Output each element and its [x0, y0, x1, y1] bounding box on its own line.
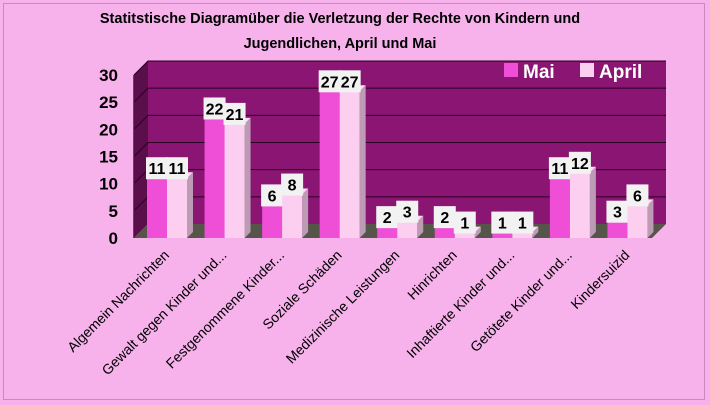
data-label: 11	[551, 161, 568, 178]
data-label-box	[453, 211, 476, 234]
data-label-box	[396, 200, 419, 223]
data-label: 8	[288, 178, 297, 195]
bar	[492, 232, 513, 238]
bar-side	[359, 85, 366, 238]
data-label-box	[491, 211, 514, 234]
data-label: 6	[268, 188, 277, 205]
data-label: 3	[613, 205, 622, 222]
bar	[549, 178, 570, 238]
y-tick-label: 30	[99, 66, 118, 85]
bar-side	[474, 226, 481, 238]
legend-label: April	[599, 62, 642, 83]
data-label-box	[318, 70, 341, 93]
x-tick-label: Kindersuizid	[567, 247, 632, 312]
gridline	[133, 60, 666, 76]
gridline	[133, 87, 666, 103]
data-label: 3	[403, 205, 412, 222]
data-label: 6	[633, 188, 642, 205]
data-label-box	[281, 173, 304, 196]
data-label-box	[166, 157, 188, 180]
data-label: 2	[440, 210, 449, 227]
bar-side	[187, 172, 193, 238]
chart-title-line-1: Statitstische Diagramüber die Verletzung…	[99, 11, 581, 27]
x-tick-label: Inhaftierte Kinder und...	[403, 247, 517, 361]
data-label: 22	[206, 101, 224, 118]
gridline	[133, 142, 666, 157]
data-label-box	[223, 102, 246, 125]
bar-side	[589, 166, 596, 238]
y-tick-label: 20	[99, 120, 118, 139]
x-tick-label: Hinrichten	[404, 247, 460, 303]
bar-side	[244, 117, 251, 238]
chart-title-line-2: Jugendlichen, April und Mai	[243, 36, 437, 52]
bar-side	[647, 199, 654, 238]
x-tick-label: Medizinische Leistungen	[283, 247, 403, 367]
x-tick-label: Festgenommene Kinder...	[163, 247, 288, 372]
bar	[377, 227, 398, 238]
y-tick-label: 15	[99, 148, 118, 167]
bar	[224, 123, 245, 238]
data-label-box	[261, 184, 284, 207]
data-label: 12	[571, 156, 589, 173]
data-label: 11	[149, 161, 166, 178]
data-label-box	[203, 97, 226, 120]
data-label-box	[568, 151, 591, 174]
y-tick-label: 25	[99, 93, 118, 112]
data-label-box	[146, 157, 168, 180]
bar-side	[417, 215, 424, 238]
data-label: 27	[321, 74, 339, 91]
bar	[282, 194, 303, 238]
bar-side	[532, 226, 539, 238]
data-label-box	[548, 157, 571, 180]
bar	[167, 178, 187, 238]
data-label: 1	[460, 216, 469, 233]
legend-label: Mai	[523, 62, 555, 83]
data-label-box	[338, 70, 361, 93]
data-label: 1	[498, 216, 507, 233]
bar	[262, 205, 283, 238]
gridline	[133, 114, 666, 130]
bar	[147, 178, 167, 238]
bar-side	[302, 188, 309, 238]
data-label: 11	[169, 161, 186, 178]
legend-swatch	[580, 63, 594, 77]
x-tick-label: Getötete Kinder und...	[467, 247, 575, 355]
data-label-box	[626, 184, 649, 207]
bar	[339, 91, 360, 238]
bar	[607, 221, 628, 238]
bar	[454, 232, 475, 238]
data-label: 1	[518, 216, 527, 233]
bar	[569, 172, 590, 238]
legend-swatch	[504, 63, 518, 77]
bar	[434, 227, 455, 238]
data-label-box	[376, 206, 399, 229]
data-label-box	[511, 211, 534, 234]
data-label: 27	[341, 74, 359, 91]
data-label-box	[433, 206, 456, 229]
y-tick-label: 0	[109, 229, 118, 248]
bar	[397, 221, 418, 238]
y-tick-label: 10	[99, 175, 118, 194]
bar	[627, 205, 648, 238]
bar	[319, 91, 340, 238]
data-label: 21	[226, 107, 244, 124]
data-label: 2	[383, 210, 392, 227]
y-tick-label: 5	[109, 202, 118, 221]
bar	[512, 232, 533, 238]
bar	[204, 118, 225, 238]
data-label-box	[606, 200, 629, 223]
x-tick-label: Algemein Nachrichten	[64, 247, 172, 355]
chart-frame	[3, 3, 705, 400]
